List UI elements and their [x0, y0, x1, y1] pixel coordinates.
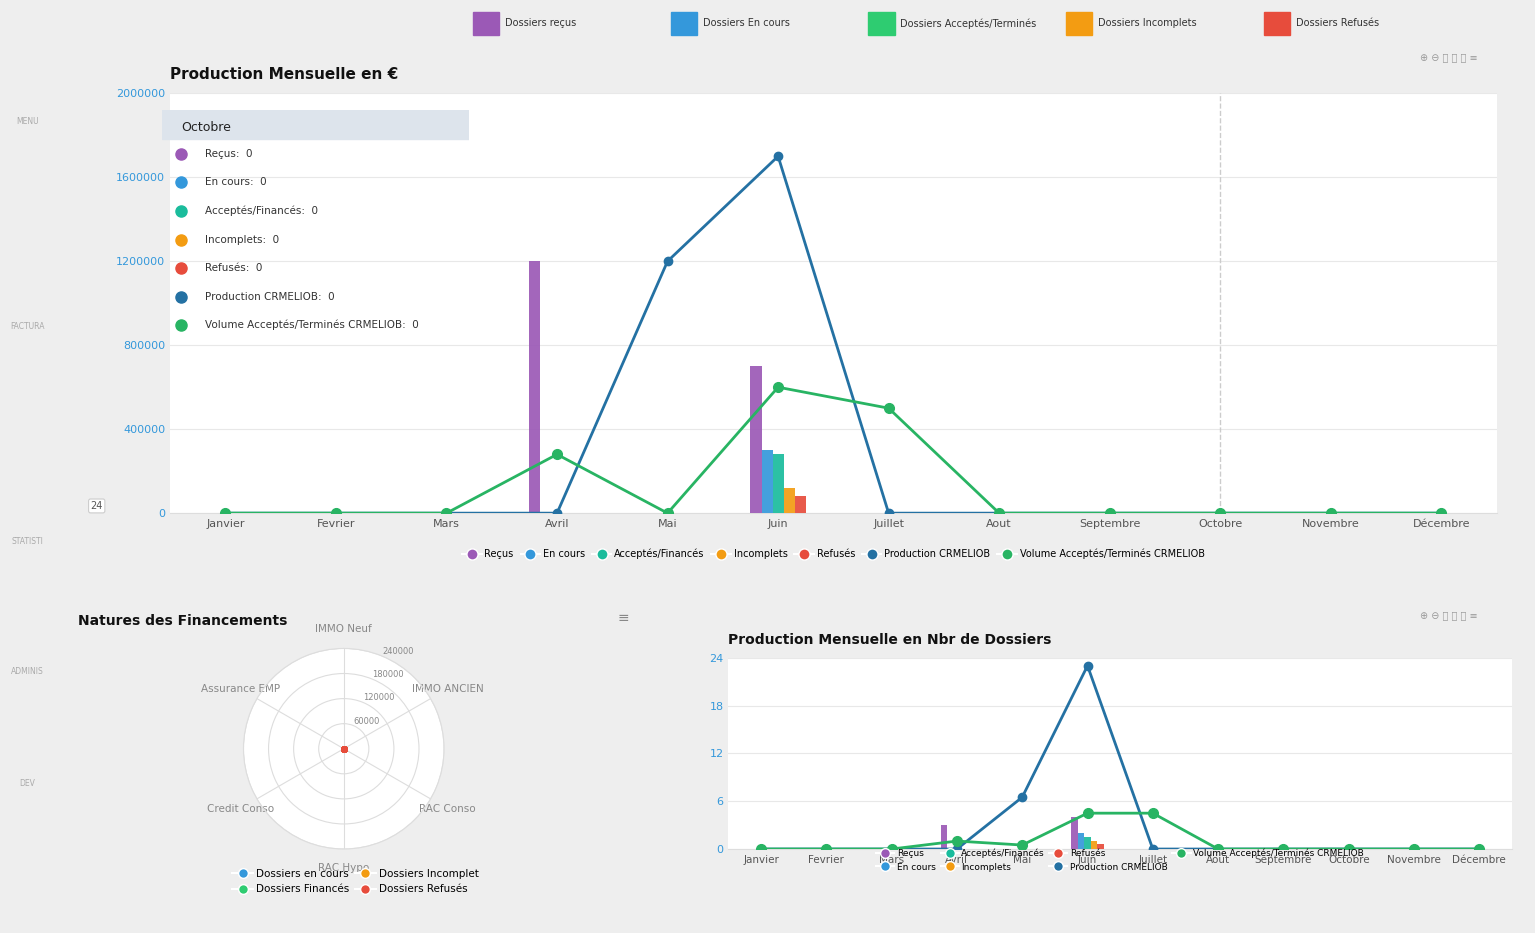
Bar	[761, 451, 772, 513]
Text: Production Mensuelle en Nbr de Dossiers: Production Mensuelle en Nbr de Dossiers	[728, 633, 1051, 647]
Bar	[772, 454, 784, 513]
Text: ADMINIS: ADMINIS	[11, 667, 45, 676]
Text: Refusés:  0: Refusés: 0	[206, 263, 262, 273]
Text: MENU: MENU	[17, 117, 38, 126]
Text: ⊕ ⊖ 🔍 🖨 🏠 ≡: ⊕ ⊖ 🔍 🖨 🏠 ≡	[1420, 610, 1478, 620]
Text: ≡: ≡	[617, 611, 629, 625]
Bar	[751, 366, 761, 513]
Legend: Reçus, En cours, Acceptés/Financés, Incomplets, Refusés, Production CRMELIOB, Vo: Reçus, En cours, Acceptés/Financés, Inco…	[873, 845, 1368, 875]
Bar	[1098, 844, 1104, 849]
Text: FACTURA: FACTURA	[11, 322, 45, 331]
Bar	[784, 488, 795, 513]
Text: Acceptés/Financés:  0: Acceptés/Financés: 0	[206, 206, 318, 216]
Bar	[1084, 837, 1091, 849]
Text: Production CRMELIOB:  0: Production CRMELIOB: 0	[206, 291, 335, 301]
Text: Dossiers En cours: Dossiers En cours	[703, 19, 789, 28]
Text: Production Mensuelle en €: Production Mensuelle en €	[170, 67, 399, 82]
Bar	[869, 12, 895, 35]
Bar	[795, 496, 806, 513]
Text: Natures des Financements: Natures des Financements	[78, 614, 287, 628]
Text: Volume Acceptés/Terminés CRMELIOB:  0: Volume Acceptés/Terminés CRMELIOB: 0	[206, 320, 419, 330]
Bar	[163, 110, 470, 139]
Text: Reçus:  0: Reçus: 0	[206, 149, 253, 159]
Bar	[1065, 12, 1093, 35]
Text: DEV: DEV	[20, 779, 35, 788]
Text: En cours:  0: En cours: 0	[206, 177, 267, 188]
Bar	[473, 12, 499, 35]
Legend: Dossiers en cours, Dossiers Financés, Dossiers Incomplet, Dossiers Refusés: Dossiers en cours, Dossiers Financés, Do…	[229, 865, 484, 898]
Text: Dossiers Incomplets: Dossiers Incomplets	[1098, 19, 1197, 28]
Text: Dossiers Refusés: Dossiers Refusés	[1296, 19, 1378, 28]
Bar	[1263, 12, 1289, 35]
Legend: Reçus, En cours, Acceptés/Financés, Incomplets, Refusés, Production CRMELIOB, Vo: Reçus, En cours, Acceptés/Financés, Inco…	[459, 545, 1208, 563]
Text: ⊕ ⊖ 🔍 🖨 🏠 ≡: ⊕ ⊖ 🔍 🖨 🏠 ≡	[1420, 52, 1478, 63]
Text: Incomplets:  0: Incomplets: 0	[206, 234, 279, 244]
Bar	[1071, 817, 1078, 849]
Bar	[530, 261, 540, 513]
Bar	[671, 12, 697, 35]
Bar	[941, 825, 947, 849]
Bar	[1078, 833, 1084, 849]
Text: Dossiers reçus: Dossiers reçus	[505, 19, 576, 28]
Bar	[1091, 841, 1098, 849]
Text: STATISTI: STATISTI	[12, 536, 43, 546]
Text: Octobre: Octobre	[181, 120, 230, 133]
Text: 24: 24	[91, 501, 103, 511]
Text: Dossiers Acceptés/Terminés: Dossiers Acceptés/Terminés	[901, 18, 1036, 29]
